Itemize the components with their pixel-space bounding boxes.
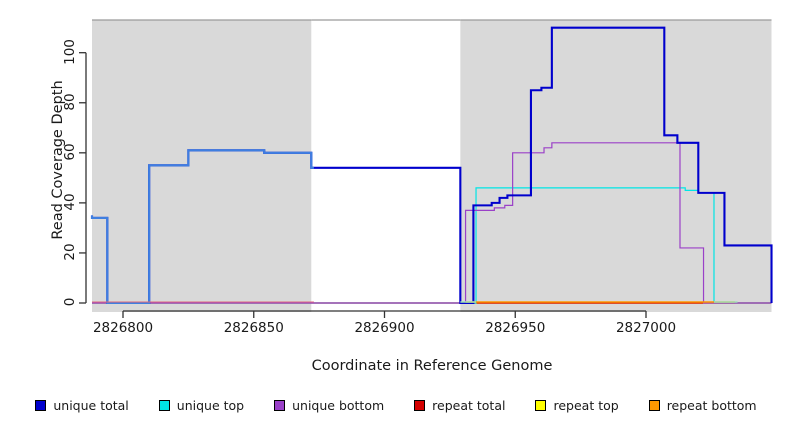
legend-item[interactable]: repeat bottom: [648, 398, 757, 413]
legend-item[interactable]: unique total: [35, 398, 129, 413]
x-tick-label: 2826950: [485, 320, 546, 336]
legend-swatch-icon: [158, 400, 170, 411]
y-tick-label: 80: [62, 93, 78, 111]
y-tick-label: 20: [62, 243, 78, 261]
shaded-region: [460, 20, 772, 312]
legend-swatch-icon: [274, 400, 286, 411]
legend-label: unique top: [176, 398, 245, 413]
x-tick-label: 2826850: [223, 320, 284, 336]
chart-legend: unique total unique top unique bottom repea…: [0, 398, 792, 413]
x-tick-label: 2826900: [354, 320, 415, 336]
x-tick-label: 2826800: [92, 320, 154, 336]
legend-swatch-icon: [648, 400, 660, 411]
series-line-unique-total-left: [90, 149, 314, 305]
series-line-unique-bottom: [92, 142, 772, 304]
shaded-region: [92, 20, 312, 312]
x-axis-title: Coordinate in Reference Genome: [311, 358, 553, 374]
y-tick-label: 40: [62, 193, 78, 211]
y-tick-label: 60: [62, 143, 78, 161]
y-tick-label: 0: [62, 297, 78, 307]
legend-swatch-icon: [414, 400, 426, 411]
legend-label: repeat bottom: [666, 398, 757, 413]
legend-swatch-icon: [535, 400, 547, 411]
legend-label: repeat total: [432, 398, 506, 413]
x-tick-label: 2827000: [615, 320, 677, 336]
legend-swatch-icon: [35, 400, 47, 411]
legend-item[interactable]: unique top: [158, 398, 245, 413]
y-tick-label: 100: [62, 38, 78, 65]
legend-item[interactable]: repeat total: [414, 398, 505, 413]
legend-label: unique total: [53, 398, 129, 413]
legend-label: repeat top: [553, 398, 619, 413]
legend-item[interactable]: unique bottom: [274, 398, 384, 413]
legend-item[interactable]: repeat top: [535, 398, 619, 413]
legend-label: unique bottom: [292, 398, 385, 413]
axis-group: [79, 52, 647, 318]
